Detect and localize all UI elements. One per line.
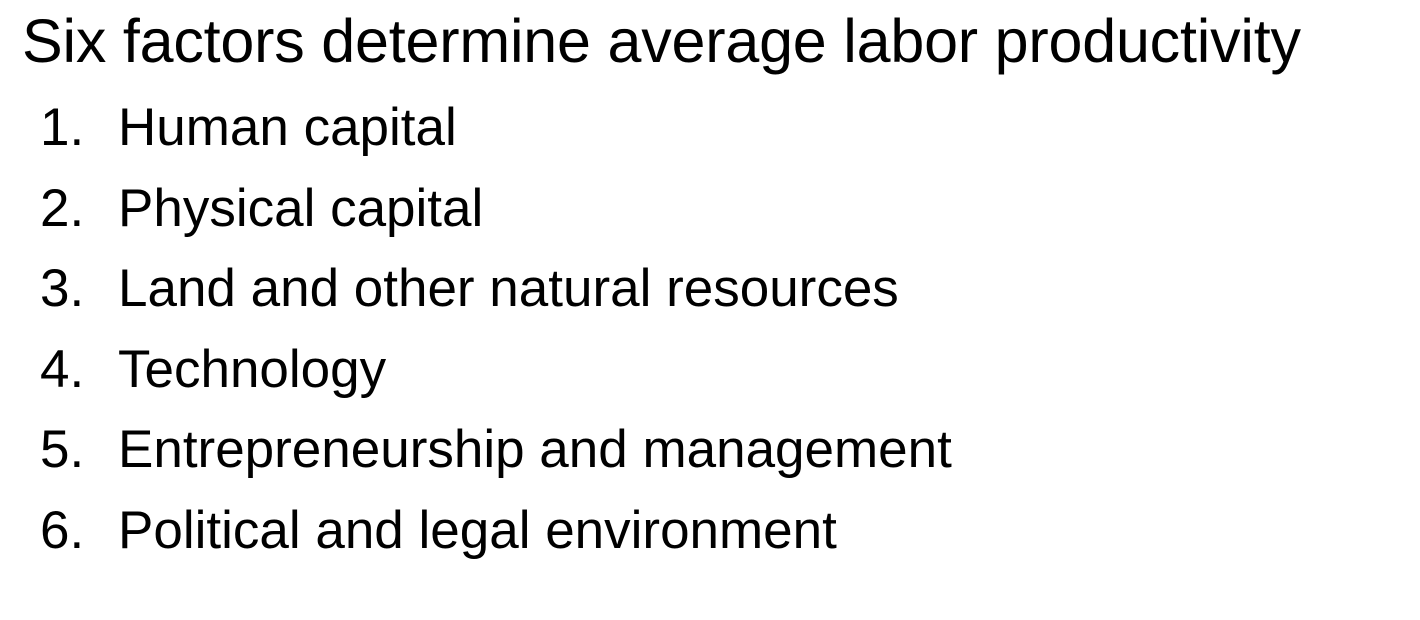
list-item: 6. Political and legal environment bbox=[40, 491, 952, 572]
list-item-number: 2. bbox=[40, 178, 85, 238]
list-item-label: Political and legal environment bbox=[118, 500, 837, 560]
list-item: 3. Land and other natural resources bbox=[40, 249, 952, 330]
list-item: 1. Human capital bbox=[40, 88, 952, 169]
list-item-label: Land and other natural resources bbox=[118, 259, 899, 318]
list-item-number: 5. bbox=[40, 420, 85, 479]
factor-list: 1. Human capital 2. Physical capital 3. Lan… bbox=[40, 88, 952, 571]
list-item: 5. Entrepreneurship and management bbox=[40, 410, 952, 491]
list-item-number: 1. bbox=[40, 98, 85, 157]
slide-title: Six factors determine average labor prod… bbox=[22, 7, 1301, 75]
list-item-label: Technology bbox=[118, 339, 387, 399]
list-item-number: 6. bbox=[40, 500, 85, 560]
list-item-label: Entrepreneurship and management bbox=[118, 420, 952, 479]
list-item-number: 4. bbox=[40, 339, 85, 399]
list-item-label: Human capital bbox=[118, 98, 457, 157]
list-item: 4. Technology bbox=[40, 330, 952, 411]
list-item: 2. Physical capital bbox=[40, 169, 952, 250]
list-item-number: 3. bbox=[40, 259, 85, 318]
list-item-label: Physical capital bbox=[118, 178, 484, 238]
